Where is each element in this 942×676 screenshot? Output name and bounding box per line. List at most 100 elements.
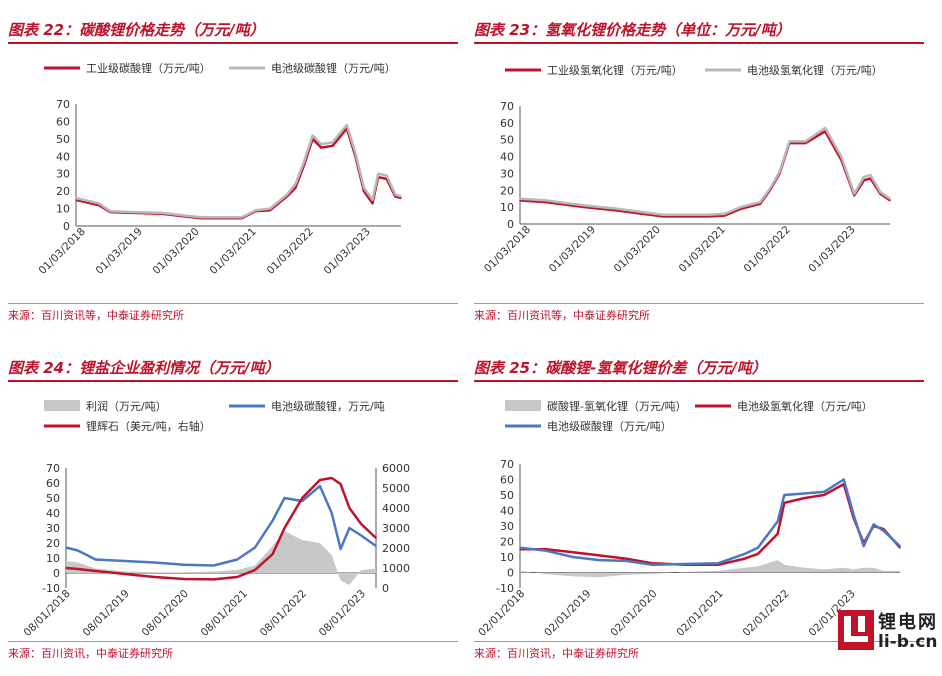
series [519,126,891,216]
data-point [803,497,805,499]
series [520,560,900,578]
data-point [371,199,374,201]
data-point [824,127,826,129]
y-tick-label: 10 [500,551,514,564]
data-point [320,143,322,145]
y-tick-label: 30 [500,167,514,180]
data-point [804,142,807,144]
y2-tick-label: 4000 [382,502,410,515]
y-tick-label: 10 [500,201,514,214]
data-point [558,201,560,203]
data-point [572,551,574,554]
series-line [519,478,901,567]
data-point [212,578,215,581]
data-point [153,561,156,564]
data-point [788,140,791,143]
data-point [743,553,746,555]
data-point [869,174,872,176]
data-point [385,174,388,177]
data-point [889,199,891,202]
data-point [348,527,351,529]
data-point [899,545,901,547]
y-tick-label: 70 [46,462,60,475]
data-point [283,527,286,529]
x-tick-label: 01/03/2020 [612,224,663,275]
data-point [320,146,322,149]
data-point [160,212,163,214]
data-point [377,172,379,175]
x-tick-label: 01/03/2022 [742,224,793,275]
legend-label: 工业级碳酸锂（万元/吨） [86,61,211,75]
data-point [394,193,397,196]
y-tick-label: 60 [56,115,70,128]
data-point [616,208,619,210]
series-line [519,126,891,216]
series [519,478,901,567]
legend-label: 电池级氢氧化锂（万元/吨） [747,63,883,77]
data-point [723,213,726,215]
data-point [360,534,363,537]
legend-label: 工业级氢氧化锂（万元/吨） [547,63,683,77]
data-point [271,553,274,555]
chart-title: 图表 25：碳酸锂-氢氧化锂价差（万元/吨） [474,358,924,382]
data-point [94,570,97,572]
data-point [804,140,807,143]
data-point [348,507,351,509]
y-tick-label: 60 [500,474,514,487]
chart-svg-25: 碳酸锂-氢氧化锂（万元/吨） 电池级氢氧化锂（万元/吨） 电池级碳酸锂（万元/吨） -… [476,399,901,639]
site-logo: 锂电网 li-b.cn [838,608,938,658]
legend-label: 电池级碳酸锂（万元/吨） [271,61,396,75]
y-tick-label: 40 [56,150,70,163]
data-point [852,514,855,516]
series-line [65,484,377,567]
y2-tick-label: 0 [382,582,389,595]
data-point [109,210,112,212]
data-point [286,193,288,196]
data-point [339,548,342,550]
data-point [77,568,79,570]
data-point [124,560,126,562]
data-point [681,213,684,216]
source-note: 来源：百川资讯等，中泰证券研究所 [8,303,458,323]
y2-tick-label: 6000 [382,462,410,475]
data-point [545,199,547,202]
data-point [331,145,334,147]
series-line [520,482,901,567]
data-point [311,134,314,137]
legend: 工业级氢氧化锂（万元/吨） 电池级氢氧化锂（万元/吨） [505,63,883,77]
data-point [584,204,586,207]
data-point [294,183,297,185]
legend-label: 碳酸锂-氢氧化锂（万元/吨） [547,399,687,413]
data-point [212,564,215,567]
data-point [519,197,521,200]
chart-title: 图表 23：氢氧化锂价格走势（单位：万元/吨） [474,20,924,44]
data-point [882,529,885,532]
data-point [153,576,156,578]
data-point [853,192,856,195]
x-tick-label: 01/03/2021 [208,226,259,277]
data-point [183,214,186,217]
data-point [776,520,779,523]
data-point [354,152,357,154]
x-tick-label: 01/03/2019 [94,226,145,277]
x-tick-label: 08/01/2023 [317,588,368,639]
data-point [94,558,97,561]
y-tick-label: 10 [56,203,70,216]
data-point [331,141,334,144]
data-point [400,195,402,198]
data-point [783,501,786,504]
y-tick-label: 60 [500,117,514,130]
x-tick-label: 02/01/2020 [608,588,659,639]
data-point [339,483,342,485]
data-point [840,155,843,158]
data-point [863,176,865,178]
series [519,482,901,567]
data-point [624,557,627,560]
data-point [662,215,664,218]
data-point [98,202,100,205]
x-tick-label: 01/03/2021 [677,224,728,275]
data-point [853,194,856,197]
y-tick-label: 50 [56,133,70,146]
chart-svg-23: 工业级氢氧化锂（万元/吨） 电池级氢氧化锂（万元/吨） 0 10 20 30 40 50 60 7… [482,63,891,275]
